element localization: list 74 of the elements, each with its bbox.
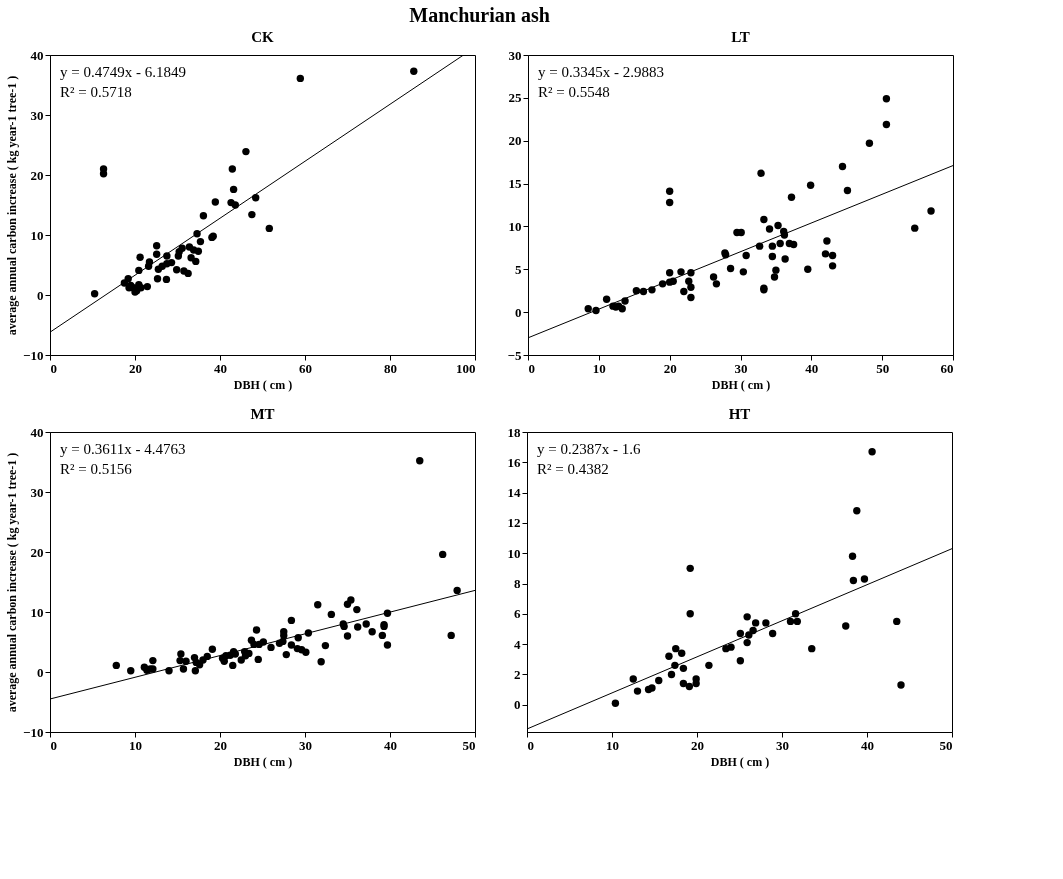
y-tick-label: 40 — [30, 424, 44, 440]
x-tick-label: 0 — [50, 737, 57, 753]
y-tick-label: 16 — [507, 454, 521, 470]
y-tick-label: 15 — [508, 176, 522, 192]
annotation: R² = 0.5718 — [60, 84, 132, 100]
y-tick-label: 14 — [507, 485, 521, 501]
annotation: y = 0.3611x - 4.4763 — [60, 441, 186, 457]
x-tick-label: 50 — [939, 737, 953, 753]
x-tick-label: 40 — [805, 360, 819, 376]
y-tick-label: 20 — [508, 133, 522, 149]
x-tick-label: 20 — [129, 360, 142, 376]
y-tick-label: −10 — [23, 724, 44, 740]
x-axis-title: DBH ( cm ) — [233, 754, 293, 769]
annotation: y = 0.4749x - 6.1849 — [60, 64, 186, 80]
annotation: R² = 0.5548 — [538, 84, 610, 100]
annotation: y = 0.2387x - 1.6 — [537, 441, 641, 457]
y-tick-label: 6 — [514, 606, 521, 622]
chart-title: LT — [731, 29, 750, 45]
y-tick-label: 8 — [514, 576, 521, 592]
y-tick-label: 30 — [30, 484, 44, 500]
x-tick-label: 60 — [940, 360, 954, 376]
y-tick-label: 4 — [514, 636, 521, 652]
x-tick-label: 60 — [299, 360, 312, 376]
chart-title: MT — [250, 406, 275, 422]
y-tick-label: 30 — [30, 107, 44, 123]
y-tick-label: 18 — [507, 424, 521, 440]
chart-subtitle: CK — [251, 29, 275, 45]
x-tick-label: 20 — [691, 737, 704, 753]
chart-title: HT — [728, 406, 751, 422]
y-axis-title: average annual carbon increase ( kg year-1 tree-1 ) — [5, 452, 20, 713]
y-tick-label: 12 — [507, 515, 521, 531]
y-tick-label: 10 — [30, 604, 44, 620]
y-tick-label: −10 — [23, 347, 44, 363]
annotation: y = 0.3345x - 2.9883 — [538, 64, 664, 80]
x-tick-label: 30 — [299, 737, 312, 753]
y-tick-label: 10 — [507, 545, 521, 561]
x-axis-title: DBH ( cm ) — [710, 754, 770, 769]
x-tick-label: 0 — [50, 360, 57, 376]
y-tick-label: 5 — [515, 261, 522, 277]
x-tick-label: 40 — [861, 737, 874, 753]
y-axis-title: average annual carbon increase ( kg year-1 tree-1 ) — [5, 75, 20, 336]
x-tick-label: 20 — [214, 737, 227, 753]
x-tick-label: 10 — [592, 360, 606, 376]
y-tick-label: 25 — [508, 90, 522, 106]
x-tick-label: 0 — [527, 737, 534, 753]
y-tick-label: 10 — [508, 218, 522, 234]
x-axis-title: DBH ( cm ) — [233, 377, 293, 392]
y-tick-label: 0 — [514, 697, 521, 713]
x-tick-label: 100 — [456, 360, 476, 376]
y-tick-label: 0 — [37, 287, 44, 303]
y-tick-label: 10 — [30, 227, 44, 243]
y-tick-label: 20 — [30, 544, 44, 560]
x-tick-label: 40 — [214, 360, 227, 376]
x-tick-label: 10 — [129, 737, 142, 753]
x-tick-label: 30 — [776, 737, 789, 753]
y-tick-label: 0 — [37, 664, 44, 680]
annotation: R² = 0.4382 — [537, 461, 609, 477]
x-tick-label: 30 — [734, 360, 748, 376]
x-tick-label: 50 — [462, 737, 476, 753]
y-tick-label: 0 — [515, 304, 522, 320]
x-tick-label: 10 — [606, 737, 619, 753]
x-tick-label: 80 — [384, 360, 397, 376]
x-tick-label: 20 — [663, 360, 677, 376]
y-tick-label: 2 — [514, 666, 521, 682]
y-tick-label: 40 — [30, 47, 44, 63]
y-tick-label: 20 — [30, 167, 44, 183]
y-tick-label: −5 — [507, 347, 522, 363]
y-tick-label: 30 — [508, 47, 522, 63]
x-tick-label: 40 — [384, 737, 397, 753]
annotation: R² = 0.5156 — [60, 461, 133, 477]
x-tick-label: 50 — [876, 360, 890, 376]
x-axis-title: DBH ( cm ) — [711, 377, 771, 392]
x-tick-label: 0 — [528, 360, 535, 376]
chart-title: Manchurian ash — [409, 3, 550, 26]
